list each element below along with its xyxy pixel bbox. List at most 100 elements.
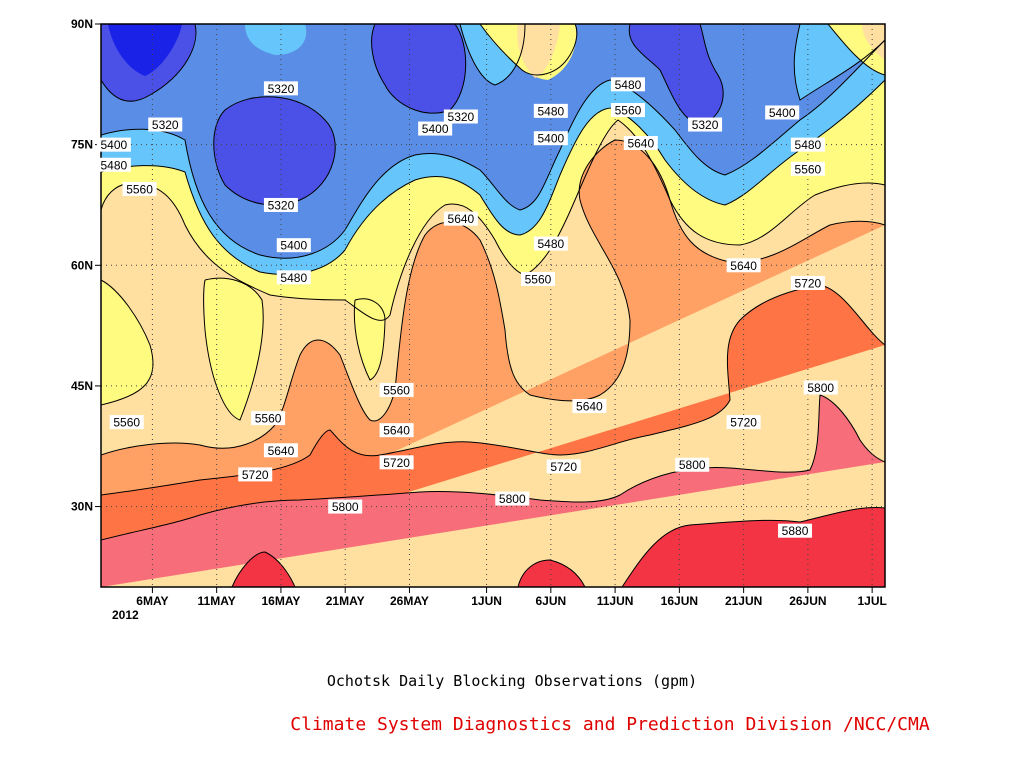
contour-line	[517, 559, 586, 587]
contour-label: 5320	[263, 197, 298, 212]
contour-label-bg	[276, 270, 311, 285]
contour-line	[101, 284, 885, 496]
band-5240	[371, 24, 466, 114]
contour-label-bg	[96, 137, 131, 152]
contour-label: 5320	[688, 117, 723, 132]
x-tick-label: 26MAY	[390, 594, 429, 608]
contour-label: 5720	[726, 415, 761, 430]
contour-line	[213, 96, 336, 206]
contour-label-text: 5480	[537, 104, 564, 118]
contour-label-bg	[96, 157, 131, 172]
contour-label: 5640	[263, 443, 298, 458]
contour-label-text: 5800	[332, 500, 359, 514]
band-lt5240	[108, 24, 182, 76]
band-5800	[101, 395, 885, 587]
contour-label: 5560	[610, 103, 645, 118]
contour-label: 5560	[109, 415, 144, 430]
contour-line	[459, 24, 526, 86]
contour-label: 5480	[533, 103, 568, 118]
plot-frame	[100, 23, 886, 588]
contour-label-text: 5720	[242, 468, 269, 482]
contour-line	[101, 394, 885, 541]
contour-label-bg	[328, 499, 363, 514]
contour-label: 5640	[623, 136, 658, 151]
contour-label-text: 5560	[383, 383, 410, 397]
contour-label-bg	[726, 258, 761, 273]
contour-label: 5320	[263, 81, 298, 96]
y-axis: 30N 45N 60N 75N 90N	[71, 17, 101, 514]
contour-label: 5400	[533, 131, 568, 146]
contour-label-bg	[572, 399, 607, 414]
band-5480	[205, 278, 264, 420]
band-5480	[101, 280, 153, 405]
contour-label-text: 5400	[537, 132, 564, 146]
contour-label: 5720	[379, 455, 414, 470]
contour-label: 5560	[251, 411, 286, 426]
band-5880	[232, 552, 295, 587]
y-tick-label: 60N	[71, 258, 93, 272]
contour-label-text: 5400	[769, 106, 796, 120]
x-tick-label: 21MAY	[326, 594, 365, 608]
contour-label-text: 5640	[383, 424, 410, 438]
contour-label: 5560	[122, 181, 157, 196]
contour-label-text: 5480	[280, 271, 307, 285]
credit-text: Climate System Diagnostics and Predictio…	[290, 714, 930, 735]
contour-label-text: 5720	[383, 456, 410, 470]
contour-label: 5400	[418, 121, 453, 136]
contour-label: 5560	[520, 271, 555, 286]
x-tick-label: 6JUN	[535, 594, 566, 608]
contour-line	[101, 39, 885, 259]
contour-label-bg	[276, 238, 311, 253]
band-5240	[629, 24, 724, 125]
chart-title: Ochotsk Daily Blocking Observations (gpm…	[326, 672, 698, 690]
y-tick-label: 45N	[71, 379, 93, 393]
contour-label-bg	[790, 137, 825, 152]
contour-label-text: 5560	[113, 416, 140, 430]
contour-label-text: 5320	[268, 198, 295, 212]
contour-label-bg	[520, 271, 555, 286]
contour-line	[231, 551, 296, 587]
band-5240	[213, 96, 336, 205]
contour-label-text: 5320	[692, 118, 719, 132]
contour-label: 5320	[148, 117, 183, 132]
contour-label: 5640	[572, 399, 607, 414]
contour-label-text: 5400	[101, 138, 128, 152]
contour-label-bg	[675, 457, 710, 472]
contour-label-bg	[546, 459, 581, 474]
contour-lines	[101, 24, 885, 587]
contour-label-text: 5640	[268, 444, 295, 458]
x-tick-label: 16JUN	[661, 594, 698, 608]
contour-label-text: 5480	[537, 237, 564, 251]
contour-label: 5400	[765, 105, 800, 120]
y-tick-label: 75N	[71, 138, 93, 152]
contour-label-bg	[443, 211, 478, 226]
x-tick-label: 21JUN	[725, 594, 762, 608]
band-5560	[517, 24, 560, 78]
contour-label-bg	[263, 81, 298, 96]
contour-label-text: 5480	[615, 78, 642, 92]
contour-label-bg	[623, 136, 658, 151]
contour-label-text: 5400	[280, 239, 307, 253]
x-tick-label: 11JUN	[597, 594, 634, 608]
contour-label-bg	[418, 121, 453, 136]
x-tick-label: 6MAY	[136, 594, 168, 608]
contour-label: 5400	[96, 137, 131, 152]
contour-line	[203, 277, 264, 421]
contour-label-bg	[379, 423, 414, 438]
contour-line	[621, 506, 885, 587]
contour-label-bg	[610, 77, 645, 92]
contour-label-text: 5560	[795, 162, 822, 176]
y-tick-label: 30N	[71, 500, 93, 514]
contour-label: 5480	[790, 137, 825, 152]
contour-label-bg	[122, 181, 157, 196]
contour-label-text: 5640	[576, 400, 603, 414]
contour-line	[101, 139, 885, 456]
contour-label: 5720	[546, 459, 581, 474]
band-5400	[245, 24, 307, 55]
contour-line	[101, 79, 885, 276]
x-tick-label: 11MAY	[198, 594, 236, 608]
contour-label-text: 5320	[152, 118, 179, 132]
contour-label-bg	[610, 103, 645, 118]
contour-label-bg	[148, 117, 183, 132]
